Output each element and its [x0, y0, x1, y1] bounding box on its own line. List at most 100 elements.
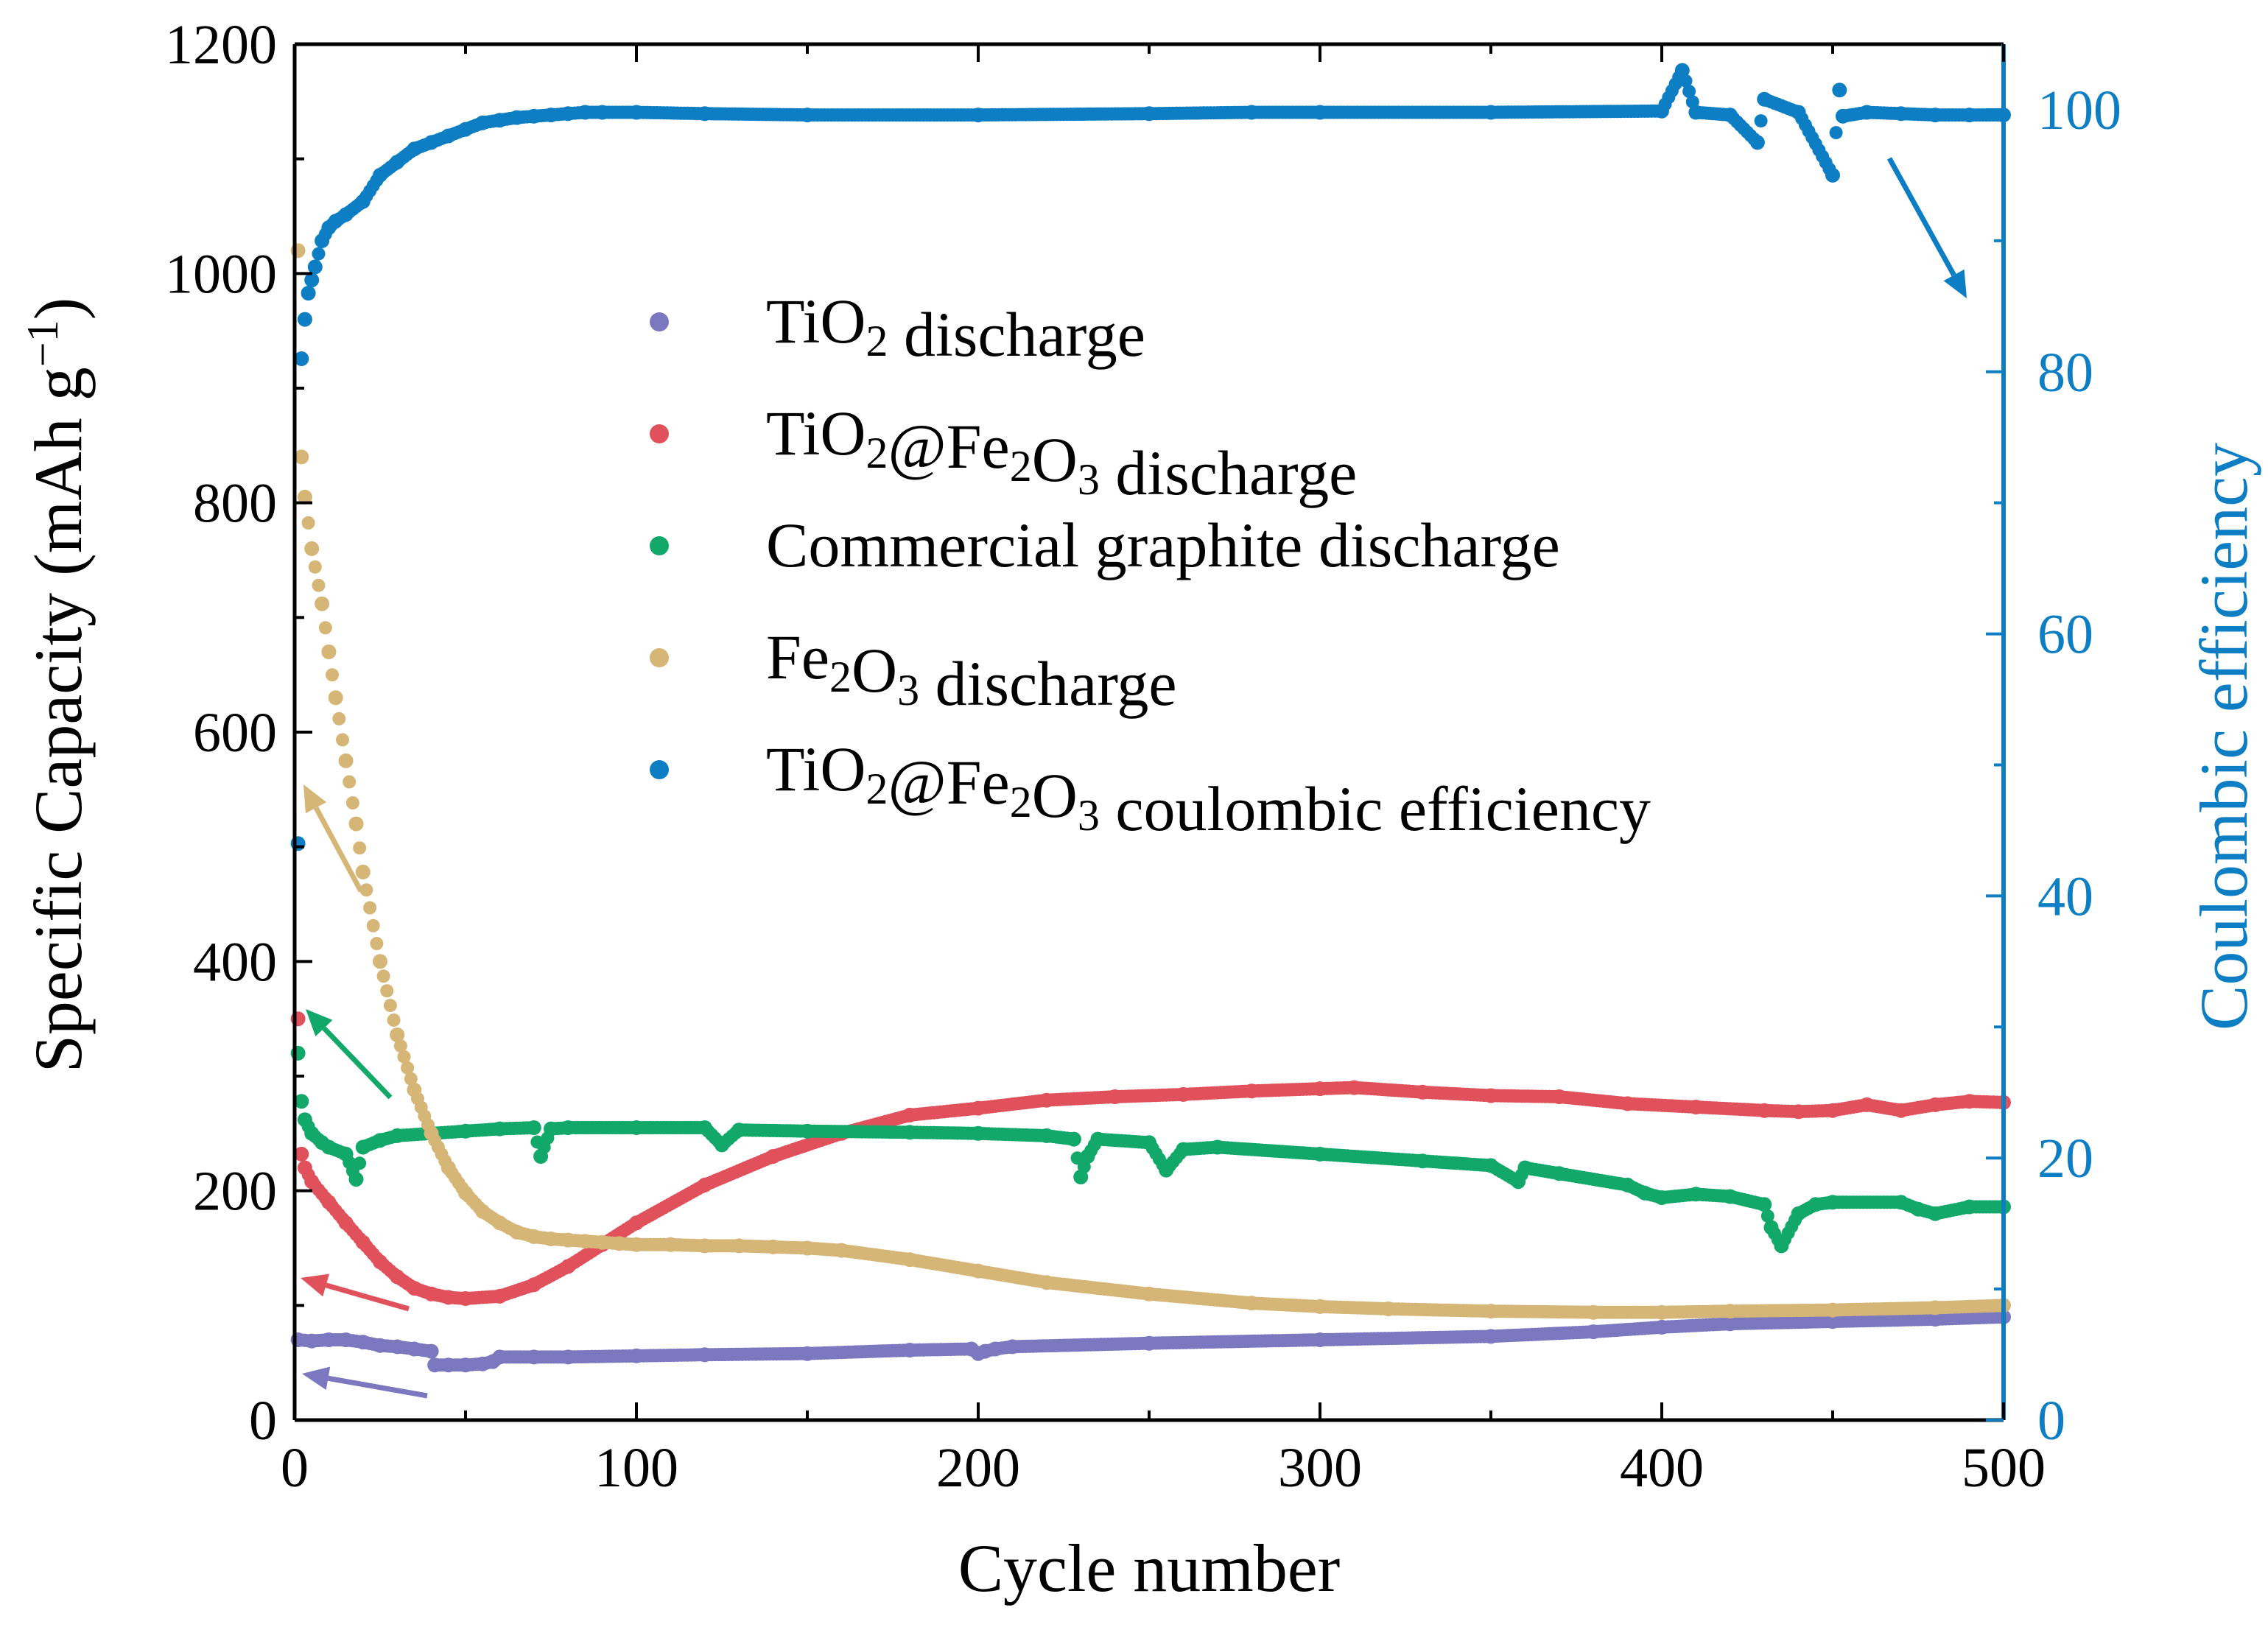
- data-point: [1654, 1190, 1669, 1205]
- data-point: [1107, 1089, 1123, 1104]
- data-point: [1511, 1174, 1526, 1190]
- data-point: [1586, 1324, 1601, 1340]
- data-point: [338, 207, 354, 222]
- x-tick-label: 300: [1278, 1437, 1362, 1499]
- data-point: [1073, 1170, 1089, 1184]
- data-point: [1928, 108, 1943, 123]
- data-point: [1791, 1206, 1806, 1221]
- data-point: [336, 733, 349, 747]
- data-point: [390, 1339, 405, 1355]
- data-point: [629, 1215, 644, 1231]
- data-point: [304, 1174, 320, 1190]
- data-point: [440, 1290, 456, 1305]
- legend-label-3: Fe2O3 discharge: [766, 622, 1177, 719]
- series-2: [290, 1045, 2011, 1254]
- data-point: [1484, 1158, 1498, 1173]
- data-point: [348, 816, 364, 832]
- legend-text-part: O: [1032, 424, 1078, 495]
- data-point: [1176, 1142, 1191, 1157]
- data-point: [731, 1123, 747, 1138]
- data-point: [492, 1121, 508, 1137]
- data-point: [397, 1050, 411, 1064]
- data-point: [1313, 105, 1327, 120]
- data-point: [321, 1139, 337, 1155]
- data-point: [731, 1238, 747, 1254]
- data-point: [321, 1195, 337, 1210]
- data-point: [304, 541, 320, 556]
- data-point: [1484, 1304, 1498, 1319]
- data-point: [475, 1204, 491, 1219]
- data-point: [1928, 1206, 1943, 1221]
- data-point: [1313, 1081, 1327, 1097]
- data-point: [301, 516, 315, 530]
- legend-marker-3: [650, 648, 669, 667]
- data-point: [526, 1120, 541, 1135]
- subscript: 3: [897, 666, 919, 714]
- data-point: [1244, 1083, 1260, 1099]
- data-point: [1176, 1086, 1191, 1102]
- data-point: [308, 560, 322, 574]
- data-point: [390, 1128, 405, 1143]
- x-axis-title: Cycle number: [958, 1531, 1341, 1606]
- data-point: [297, 489, 312, 505]
- y2-tick-label: 20: [2037, 1128, 2093, 1190]
- data-point: [1722, 1189, 1738, 1204]
- subscript: 2: [1010, 442, 1032, 491]
- data-point: [1791, 1104, 1806, 1120]
- data-point: [407, 1281, 422, 1296]
- data-point: [1484, 105, 1498, 120]
- data-point: [1754, 114, 1768, 128]
- data-point: [492, 1215, 508, 1231]
- data-point: [407, 1082, 422, 1097]
- data-point: [697, 106, 712, 122]
- legend-label-0: TiO2 discharge: [766, 286, 1145, 370]
- data-point: [304, 273, 320, 288]
- data-point: [294, 449, 309, 465]
- data-point: [1039, 1275, 1054, 1290]
- data-point: [393, 1039, 407, 1053]
- subscript: 3: [1078, 455, 1100, 504]
- data-point: [629, 1120, 644, 1135]
- data-point: [458, 1123, 473, 1139]
- y-tick-label: 800: [193, 473, 277, 535]
- data-point: [1859, 1097, 1875, 1112]
- legend-text-part: TiO: [766, 286, 866, 356]
- data-point: [1911, 1201, 1925, 1217]
- data-point: [424, 1125, 439, 1141]
- data-point: [424, 135, 439, 150]
- data-point: [307, 259, 323, 275]
- data-point: [1859, 105, 1875, 120]
- data-point: [1313, 1146, 1327, 1162]
- data-point: [1688, 1100, 1704, 1114]
- data-point: [1928, 1300, 1943, 1315]
- data-point: [373, 1254, 387, 1270]
- data-point: [1005, 1339, 1020, 1355]
- data-point: [1159, 1162, 1174, 1178]
- data-point: [1829, 126, 1843, 140]
- data-point: [1962, 108, 1977, 123]
- axis-tick-labels: 0 100 200 300 400 500020040060080010001200020…: [165, 14, 2121, 1499]
- legend-label-4: TiO2@Fe2O3 coulombic efficiency: [766, 734, 1651, 844]
- data-point: [312, 247, 326, 261]
- data-point: [1244, 1296, 1260, 1311]
- data-point: [424, 1286, 439, 1301]
- data-point: [663, 1237, 678, 1252]
- data-point: [332, 712, 346, 726]
- data-point: [800, 1240, 815, 1256]
- arrow-head-0: [302, 1366, 331, 1391]
- data-point: [697, 1347, 712, 1363]
- data-point: [544, 1121, 558, 1137]
- data-point: [458, 122, 473, 137]
- data-point: [440, 128, 456, 144]
- data-point: [338, 753, 354, 768]
- data-point: [370, 937, 384, 950]
- legend-text-part: O: [1032, 760, 1078, 831]
- data-point: [321, 1332, 337, 1347]
- y2-tick-label: 60: [2037, 604, 2093, 666]
- data-point: [373, 167, 387, 183]
- y-tick-label: 1000: [165, 243, 277, 305]
- subscript: 2: [866, 765, 888, 813]
- data-point: [1586, 1304, 1601, 1320]
- data-point: [1313, 1332, 1327, 1347]
